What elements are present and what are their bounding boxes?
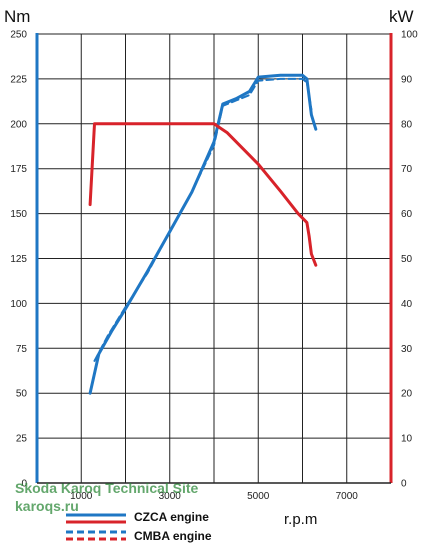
y-left-tick-label: 150 [10,209,27,220]
y-right-tick-label: 90 [401,74,413,85]
y-left-tick-label: 175 [10,164,27,175]
x-axis-label: r.p.m [284,511,317,528]
y-left-tick-label: 225 [10,74,27,85]
y-right-tick-label: 70 [401,164,413,175]
grid [37,33,391,484]
legend-label-czca: CZCA engine [134,510,209,524]
watermark-line-2: karoqs.ru [15,498,79,514]
series-line-power-dashed [102,122,311,237]
watermark-line-1: Skoda Karoq Technical Site [15,480,199,496]
y-right-tick-label: 20 [401,389,413,400]
series [88,73,318,395]
y-left-tick-label: 50 [16,389,28,400]
series-line-torque-dashed [93,77,313,362]
y-right-tick-label: 100 [401,30,418,41]
y-left-tick-label: 125 [10,254,27,265]
watermark: Skoda Karoq Technical Site karoqs.ru [15,480,199,514]
x-tick-label: 5000 [247,491,270,502]
legend-item-czca: CZCA engine [66,510,209,524]
legend-item-cmba: CMBA engine [66,529,212,543]
y-left-tick-label: 200 [10,119,27,130]
y-left-unit-label: Nm [4,7,30,26]
y-right-tick-label: 10 [401,434,413,445]
y-left-tick-label: 100 [10,299,27,310]
y-right-tick-label: 0 [401,479,407,490]
y-right-unit-label: kW [389,7,414,26]
legend-label-cmba: CMBA engine [134,529,212,543]
axes [35,33,393,484]
y-left-tick-label: 250 [10,30,27,41]
y-right-tick-label: 50 [401,254,413,265]
tick-labels: 0 25 50 75 100 125 150 175 200 225 250 0 10 20 30 40 50 6… [10,30,418,503]
y-right-tick-label: 40 [401,299,413,310]
y-left-tick-label: 25 [16,434,28,445]
x-tick-label: 1000 [70,491,93,502]
y-right-tick-label: 60 [401,209,413,220]
legend: CZCA engine CMBA engine [66,510,212,543]
y-right-tick-label: 30 [401,344,413,355]
series-line-torque-solid [88,73,318,395]
x-tick-label: 7000 [336,491,359,502]
y-left-tick-label: 75 [16,344,28,355]
y-right-tick-label: 80 [401,119,413,130]
y-left-tick-label: 0 [21,479,27,490]
x-tick-label: 3000 [159,491,182,502]
